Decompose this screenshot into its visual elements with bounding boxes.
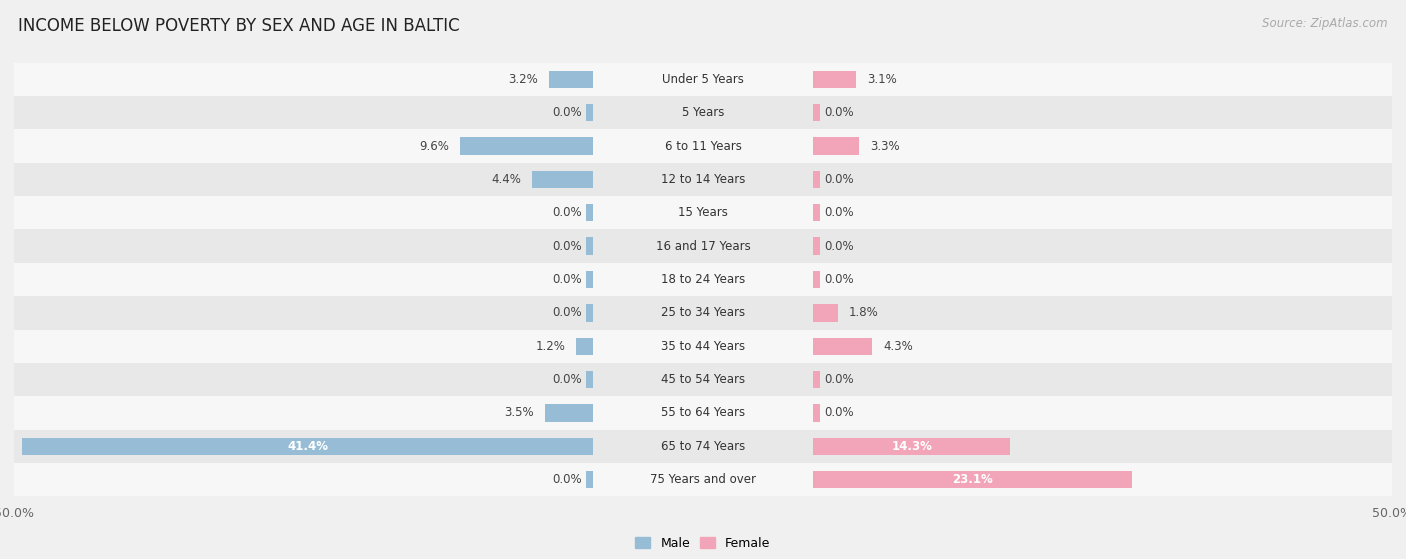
Bar	[14, 196, 1392, 229]
Text: 0.0%: 0.0%	[553, 373, 582, 386]
Text: 45 to 54 Years: 45 to 54 Years	[661, 373, 745, 386]
Bar	[14, 263, 1392, 296]
Bar	[813, 238, 820, 255]
Text: 0.0%: 0.0%	[824, 406, 853, 419]
Text: 0.0%: 0.0%	[824, 206, 853, 219]
Text: 0.0%: 0.0%	[824, 373, 853, 386]
Text: 3.1%: 3.1%	[868, 73, 897, 86]
Text: 1.2%: 1.2%	[536, 340, 565, 353]
Text: 18 to 24 Years: 18 to 24 Years	[661, 273, 745, 286]
Text: 0.0%: 0.0%	[553, 273, 582, 286]
Bar	[813, 70, 856, 88]
Bar	[813, 371, 820, 389]
Bar	[813, 271, 820, 288]
Text: 25 to 34 Years: 25 to 34 Years	[661, 306, 745, 319]
Text: 0.0%: 0.0%	[553, 106, 582, 119]
Bar	[14, 430, 1392, 463]
Text: 0.0%: 0.0%	[824, 106, 853, 119]
Text: 3.5%: 3.5%	[503, 406, 533, 419]
Bar	[14, 163, 1392, 196]
Legend: Male, Female: Male, Female	[630, 532, 776, 555]
Text: 55 to 64 Years: 55 to 64 Years	[661, 406, 745, 419]
Text: 0.0%: 0.0%	[553, 306, 582, 319]
Text: 0.0%: 0.0%	[553, 473, 582, 486]
Bar	[14, 129, 1392, 163]
Text: 9.6%: 9.6%	[419, 140, 450, 153]
Text: 0.0%: 0.0%	[824, 273, 853, 286]
Bar	[813, 338, 873, 355]
Bar	[586, 238, 593, 255]
Text: 41.4%: 41.4%	[287, 440, 328, 453]
Bar	[813, 438, 1011, 455]
Bar	[813, 104, 820, 121]
Text: 65 to 74 Years: 65 to 74 Years	[661, 440, 745, 453]
Bar	[586, 471, 593, 489]
Bar	[813, 204, 820, 221]
Text: 4.3%: 4.3%	[883, 340, 914, 353]
Text: 14.3%: 14.3%	[891, 440, 932, 453]
Text: 12 to 14 Years: 12 to 14 Years	[661, 173, 745, 186]
Text: INCOME BELOW POVERTY BY SEX AND AGE IN BALTIC: INCOME BELOW POVERTY BY SEX AND AGE IN B…	[18, 17, 460, 35]
Text: Under 5 Years: Under 5 Years	[662, 73, 744, 86]
Bar	[548, 70, 593, 88]
Bar	[586, 204, 593, 221]
Bar	[14, 330, 1392, 363]
Text: 15 Years: 15 Years	[678, 206, 728, 219]
Bar	[576, 338, 593, 355]
Bar	[586, 271, 593, 288]
Bar	[14, 96, 1392, 129]
Text: 75 Years and over: 75 Years and over	[650, 473, 756, 486]
Text: 4.4%: 4.4%	[491, 173, 522, 186]
Text: 23.1%: 23.1%	[952, 473, 993, 486]
Bar	[14, 363, 1392, 396]
Bar	[586, 104, 593, 121]
Text: 1.8%: 1.8%	[849, 306, 879, 319]
Text: 6 to 11 Years: 6 to 11 Years	[665, 140, 741, 153]
Text: 3.2%: 3.2%	[508, 73, 537, 86]
Bar	[544, 404, 593, 421]
Text: 0.0%: 0.0%	[553, 240, 582, 253]
Bar	[531, 170, 593, 188]
Text: 0.0%: 0.0%	[824, 173, 853, 186]
Text: 0.0%: 0.0%	[824, 240, 853, 253]
Text: 0.0%: 0.0%	[553, 206, 582, 219]
Bar	[14, 396, 1392, 430]
Text: Source: ZipAtlas.com: Source: ZipAtlas.com	[1263, 17, 1388, 30]
Bar	[586, 304, 593, 321]
Text: 35 to 44 Years: 35 to 44 Years	[661, 340, 745, 353]
Text: 3.3%: 3.3%	[870, 140, 900, 153]
Bar	[813, 471, 1132, 489]
Bar	[461, 138, 593, 155]
Bar	[813, 304, 838, 321]
Bar	[22, 438, 593, 455]
Bar	[14, 296, 1392, 330]
Bar	[14, 63, 1392, 96]
Bar	[813, 138, 859, 155]
Bar	[813, 170, 820, 188]
Bar	[14, 229, 1392, 263]
Bar	[813, 404, 820, 421]
Bar	[586, 371, 593, 389]
Text: 5 Years: 5 Years	[682, 106, 724, 119]
Text: 16 and 17 Years: 16 and 17 Years	[655, 240, 751, 253]
Bar	[14, 463, 1392, 496]
